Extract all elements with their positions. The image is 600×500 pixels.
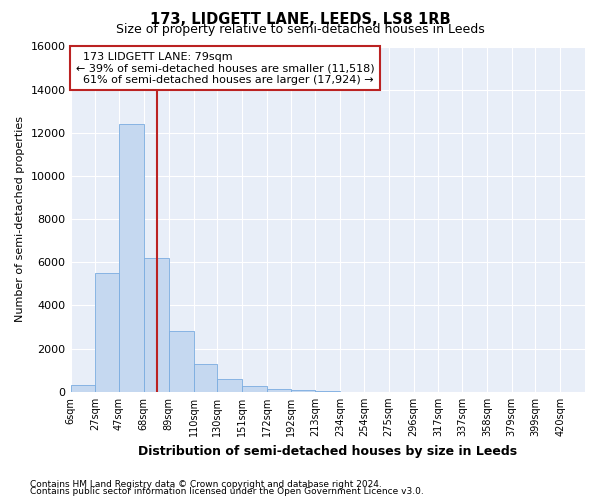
Bar: [316, 390, 340, 392]
Bar: [217, 379, 242, 392]
Text: Contains public sector information licensed under the Open Government Licence v3: Contains public sector information licen…: [30, 487, 424, 496]
Text: Size of property relative to semi-detached houses in Leeds: Size of property relative to semi-detach…: [116, 22, 484, 36]
Text: 173, LIDGETT LANE, LEEDS, LS8 1RB: 173, LIDGETT LANE, LEEDS, LS8 1RB: [149, 12, 451, 28]
Text: 173 LIDGETT LANE: 79sqm
← 39% of semi-detached houses are smaller (11,518)
  61%: 173 LIDGETT LANE: 79sqm ← 39% of semi-de…: [76, 52, 374, 85]
Y-axis label: Number of semi-detached properties: Number of semi-detached properties: [15, 116, 25, 322]
Bar: [290, 390, 316, 392]
Bar: [119, 124, 144, 392]
Bar: [194, 364, 217, 392]
X-axis label: Distribution of semi-detached houses by size in Leeds: Distribution of semi-detached houses by …: [138, 444, 517, 458]
Bar: [242, 386, 267, 392]
Bar: [144, 258, 169, 392]
Bar: [267, 388, 290, 392]
Text: Contains HM Land Registry data © Crown copyright and database right 2024.: Contains HM Land Registry data © Crown c…: [30, 480, 382, 489]
Bar: [169, 332, 194, 392]
Bar: [95, 273, 119, 392]
Bar: [71, 386, 95, 392]
